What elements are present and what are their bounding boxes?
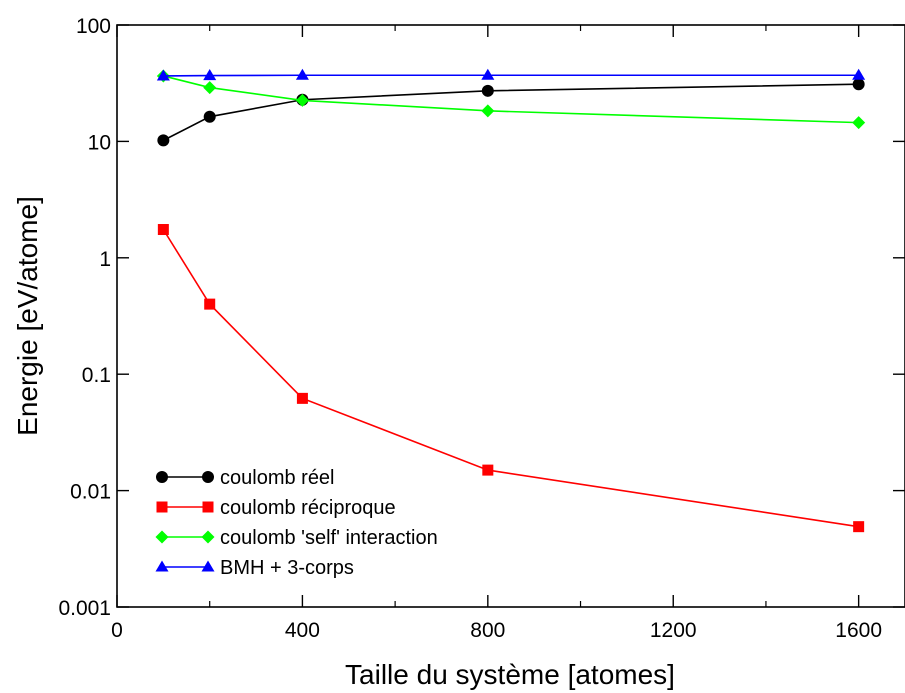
triangle-marker — [203, 69, 217, 81]
circle-marker — [157, 134, 170, 147]
plot-series — [156, 68, 866, 533]
circle-marker — [202, 471, 214, 483]
y-axis-title: Energie [eV/atome] — [12, 196, 43, 436]
legend-entry: coulomb 'self' interaction — [155, 527, 438, 549]
y-tick-label: 0.1 — [82, 364, 111, 387]
legend-label: BMH + 3-corps — [220, 557, 354, 579]
legend-entry: coulomb réel — [156, 467, 335, 489]
square-marker — [157, 224, 169, 236]
triangle-marker — [852, 68, 866, 80]
diamond-marker — [481, 104, 495, 118]
x-axis-title: Taille du système [atomes] — [345, 659, 675, 690]
legend-label: coulomb 'self' interaction — [220, 527, 438, 549]
triangle-marker — [155, 560, 169, 572]
legend-label: coulomb réciproque — [220, 497, 396, 519]
series-line — [163, 75, 859, 124]
legend-entry: BMH + 3-corps — [155, 557, 354, 579]
diamond-marker — [201, 530, 215, 544]
y-tick-label: 0.01 — [70, 481, 111, 504]
diamond-marker — [203, 81, 217, 95]
y-tick-label: 1 — [99, 248, 111, 271]
legend: coulomb réel coulomb réciproque coulomb 's… — [155, 467, 438, 579]
legend-label: coulomb réel — [220, 467, 335, 489]
x-tick-label: 400 — [285, 619, 320, 642]
x-tick-label: 1600 — [835, 619, 882, 642]
circle-marker — [852, 78, 865, 91]
axes: 0 400 800 1200 1600 0.001 0.01 0.1 1 10 100 — [58, 15, 905, 642]
series-4 — [156, 68, 866, 81]
square-marker — [296, 392, 308, 404]
x-tick-label: 0 — [111, 619, 123, 642]
x-tick-label: 800 — [470, 619, 505, 642]
y-tick-label: 100 — [76, 15, 111, 38]
plot-frame — [116, 24, 905, 608]
series-2 — [157, 224, 865, 533]
triangle-marker — [201, 560, 215, 572]
square-marker — [482, 464, 494, 476]
y-tick-label: 0.001 — [58, 597, 111, 620]
square-marker — [202, 501, 214, 513]
x-tick-label: 1200 — [650, 619, 697, 642]
circle-marker — [203, 110, 216, 123]
triangle-marker — [481, 68, 495, 80]
triangle-marker — [156, 69, 170, 81]
circle-marker — [481, 84, 494, 97]
diamond-marker — [852, 116, 866, 130]
diamond-marker — [155, 530, 169, 544]
legend-entry: coulomb réciproque — [156, 497, 396, 519]
square-marker — [204, 298, 216, 310]
circle-marker — [156, 471, 168, 483]
series-3 — [156, 69, 866, 130]
square-marker — [853, 521, 865, 533]
series-line — [163, 74, 859, 77]
square-marker — [156, 501, 168, 513]
triangle-marker — [295, 68, 309, 80]
diamond-marker — [295, 93, 309, 107]
y-tick-label: 10 — [88, 131, 111, 154]
